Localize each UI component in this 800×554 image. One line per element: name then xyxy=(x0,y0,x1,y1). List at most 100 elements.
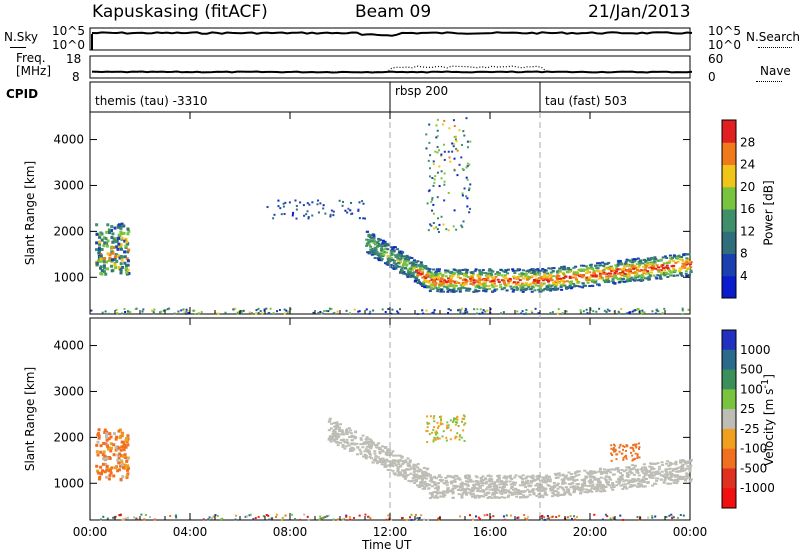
power-pixel xyxy=(295,208,298,211)
velocity-pixel xyxy=(629,484,633,487)
velocity-pixel xyxy=(583,491,587,494)
power-pixel xyxy=(460,156,463,159)
velocity-pixel xyxy=(437,425,440,428)
velocity-pixel xyxy=(537,496,541,499)
power-pixel xyxy=(372,249,376,252)
power-pixel xyxy=(602,271,606,274)
power-pixel xyxy=(375,252,379,255)
power-pixel xyxy=(663,274,667,277)
velocity-pixel xyxy=(445,481,449,484)
velocity-pixel xyxy=(376,446,380,449)
power-pixel xyxy=(119,243,123,247)
power-pixel xyxy=(121,312,124,315)
velocity-pixel xyxy=(371,441,375,444)
velocity-pixel xyxy=(602,488,606,491)
power-pixel xyxy=(436,272,440,275)
power-pixel xyxy=(614,275,618,278)
power-pixel xyxy=(414,279,418,282)
power-pixel xyxy=(583,268,587,271)
power-pixel xyxy=(566,268,570,271)
velocity-pixel xyxy=(429,476,433,479)
power-pixel xyxy=(591,274,595,277)
power-pixel xyxy=(468,163,471,166)
velocity-pixel xyxy=(333,431,337,434)
velocity-pixel xyxy=(619,479,623,482)
velocity-pixel xyxy=(517,489,521,492)
power-pixel xyxy=(535,272,539,275)
velocity-pixel xyxy=(390,462,394,465)
power-pixel xyxy=(476,280,480,283)
velocity-pixel xyxy=(456,432,459,435)
velocity-pixel xyxy=(509,477,513,480)
power-pixel xyxy=(458,277,462,280)
velocity-pixel xyxy=(472,518,475,521)
power-pixel xyxy=(645,263,649,266)
velocity-pixel xyxy=(472,493,476,496)
power-pixel xyxy=(432,212,435,215)
velocity-pixel xyxy=(371,461,375,464)
power-pixel xyxy=(497,272,501,275)
velocity-pixel xyxy=(439,423,442,426)
power-pixel xyxy=(357,310,360,313)
velocity-pixel xyxy=(364,440,368,443)
velocity-pixel xyxy=(554,474,558,477)
power-pixel xyxy=(319,202,322,205)
velocity-pixel xyxy=(117,446,121,450)
power-pixel xyxy=(436,277,440,280)
velocity-pixel xyxy=(263,515,266,518)
velocity-pixel xyxy=(575,487,579,490)
velocity-pixel xyxy=(486,513,489,516)
velocity-pixel xyxy=(373,452,377,455)
velocity-pixel xyxy=(97,428,101,432)
power-pixel xyxy=(168,307,171,310)
velocity-pixel xyxy=(648,462,652,465)
velocity-colorbar-swatch xyxy=(722,330,736,351)
velocity-pixel xyxy=(604,513,607,516)
power-pixel xyxy=(626,312,629,315)
power-pixel xyxy=(98,235,102,239)
velocity-pixel xyxy=(627,481,631,484)
power-pixel xyxy=(255,312,258,315)
power-pixel xyxy=(531,268,535,271)
velocity-pixel xyxy=(370,439,374,442)
power-colorbar-swatch xyxy=(722,186,736,210)
power-pixel xyxy=(291,214,294,217)
velocity-pixel xyxy=(471,486,475,489)
velocity-pixel xyxy=(368,441,372,444)
power-pixel xyxy=(434,282,438,285)
power-pixel xyxy=(394,262,398,265)
velocity-pixel xyxy=(432,476,436,479)
power-pixel xyxy=(444,275,448,278)
cpid-segment-3: tau (fast) 503 xyxy=(545,94,628,108)
power-pixel xyxy=(387,307,390,310)
power-pixel xyxy=(543,287,547,290)
velocity-pixel xyxy=(121,432,125,436)
power-pixel xyxy=(441,123,444,126)
velocity-pixel xyxy=(493,492,497,495)
velocity-pixel xyxy=(445,436,448,439)
velocity-pixel xyxy=(110,466,114,470)
velocity-pixel xyxy=(642,480,646,483)
velocity-pixel xyxy=(621,478,625,481)
power-pixel xyxy=(543,268,547,271)
power-pixel xyxy=(558,277,562,280)
velocity-pixel xyxy=(410,518,413,521)
velocity-pixel xyxy=(581,483,585,486)
velocity-pixel xyxy=(449,438,452,441)
power-pixel xyxy=(317,211,320,214)
power-pixel xyxy=(437,286,441,289)
velocity-pixel xyxy=(354,431,358,434)
power-pixel xyxy=(621,272,625,275)
velocity-pixel xyxy=(631,480,635,483)
power-pixel xyxy=(119,254,123,258)
power-pixel xyxy=(481,284,485,287)
power-pixel xyxy=(416,274,420,277)
velocity-pixel xyxy=(408,480,412,483)
power-pixel xyxy=(652,274,656,277)
velocity-pixel xyxy=(448,490,452,493)
power-pixel xyxy=(398,253,402,256)
power-pixel xyxy=(574,265,578,268)
power-pixel xyxy=(566,271,570,274)
velocity-pixel xyxy=(534,484,538,487)
power-pixel xyxy=(621,269,625,272)
